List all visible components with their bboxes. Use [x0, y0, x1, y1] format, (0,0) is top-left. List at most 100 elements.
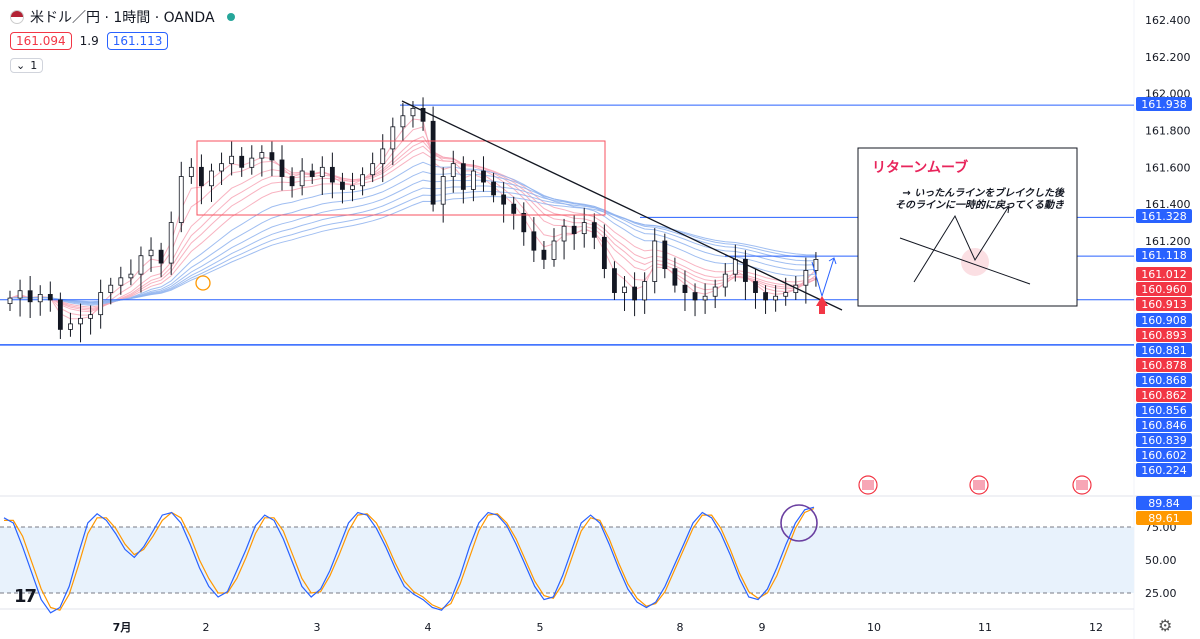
candle-body [27, 290, 33, 303]
price-axis-badge-label: 160.878 [1141, 359, 1187, 372]
price-axis-badge-label: 160.881 [1141, 344, 1187, 357]
stoch-axis-badge [1136, 496, 1192, 510]
stoch-k-line [3, 506, 815, 614]
moving-average-line [9, 145, 817, 310]
candle-body [521, 212, 527, 233]
us-event-icon[interactable] [858, 475, 878, 495]
price-axis-badge-label: 161.118 [1141, 249, 1187, 262]
time-tick-label: 7月 [113, 621, 132, 634]
chevron-down-icon: ⌄ [16, 59, 26, 72]
candle-body [380, 148, 386, 165]
price-tick-label: 161.400 [1145, 198, 1191, 211]
price-axis-badge-label: 161.012 [1141, 268, 1187, 281]
candle-body [430, 120, 436, 205]
candle-body [199, 166, 204, 187]
interval-toggle[interactable]: ⌄ 1 [10, 58, 44, 73]
annotation-zigzag [913, 205, 1010, 283]
price-axis-labels: 161.938 161.328 161.118 161.012 160.960 160.9… [1136, 97, 1192, 525]
candle-body [783, 292, 789, 297]
price-axis-badge [1136, 358, 1192, 372]
moving-average-line [9, 151, 817, 308]
candle-body [229, 155, 235, 165]
price-axis-badge [1136, 97, 1192, 111]
price-axis-badge [1136, 388, 1192, 402]
candle-body [7, 297, 13, 305]
candle-body [642, 281, 648, 301]
price-tick-label: 162.400 [1145, 14, 1191, 27]
moving-average-line [9, 140, 817, 311]
buy-price-button[interactable]: 161.113 [106, 32, 169, 50]
tradingview-logo: 17 [14, 586, 37, 607]
time-tick-label: 10 [867, 621, 881, 634]
stoch-axis-badge-label: 89.84 [1148, 497, 1180, 510]
time-tick-label: 2 [203, 621, 210, 634]
candle-body [743, 259, 748, 282]
stoch-tick-label: 50.00 [1145, 554, 1177, 567]
up-arrow-icon [816, 296, 828, 314]
candle-body [410, 108, 416, 117]
price-tick-label: 161.800 [1145, 125, 1191, 138]
candle-body [702, 295, 708, 301]
candle-body [47, 294, 53, 301]
price-axis-badge-label: 160.839 [1141, 434, 1187, 447]
candle-body [682, 284, 688, 293]
time-tick-label: 4 [425, 621, 432, 634]
candle-body [390, 126, 396, 150]
spread-value: 1.9 [79, 34, 99, 48]
candle-body [158, 249, 164, 264]
price-axis-badge [1136, 209, 1192, 223]
return-move-arrowhead [828, 257, 837, 265]
stoch-axis-badge-label: 89.61 [1148, 512, 1180, 525]
interval-value: 1 [30, 59, 38, 72]
us-event-icon[interactable] [969, 475, 989, 495]
candle-body [712, 286, 718, 297]
candle-body [672, 268, 678, 286]
annotation-line-1: → いったんラインをブレイクした後 [902, 188, 1064, 199]
price-axis-badge-label: 160.846 [1141, 419, 1187, 432]
candle-body [541, 249, 547, 260]
us-event-icon[interactable] [1072, 475, 1092, 495]
gear-icon[interactable]: ⚙ [1158, 616, 1173, 635]
candle-body [57, 299, 63, 330]
candle-body [803, 270, 809, 286]
candle-body [722, 273, 728, 288]
sell-price-button[interactable]: 161.094 [10, 32, 72, 50]
candle-body [773, 295, 779, 301]
candle-body [178, 176, 184, 223]
price-axis-badge-label: 160.960 [1141, 283, 1187, 296]
price-axis-badge-label: 160.856 [1141, 404, 1187, 417]
candle-body [148, 249, 154, 257]
annotation-arrowhead [1002, 205, 1010, 214]
time-tick-label: 8 [677, 621, 684, 634]
annotation-panel [857, 147, 1078, 307]
price-axis-badge-label: 161.938 [1141, 98, 1187, 111]
price-tick-label: 161.200 [1145, 235, 1191, 248]
candle-body [662, 240, 668, 270]
price-axis-badge-label: 160.862 [1141, 389, 1187, 402]
time-tick-label: 3 [314, 621, 321, 634]
symbol-header[interactable]: 米ドル／円 · 1時間 · OANDA [10, 6, 235, 28]
price-axis-badge [1136, 418, 1192, 432]
candle-body [78, 317, 83, 325]
price-axis-badge [1136, 448, 1192, 462]
candle-body [501, 194, 507, 205]
moving-average-line [9, 161, 816, 306]
market-open-dot-icon [226, 13, 235, 21]
candle-body [128, 273, 134, 279]
candle-body [561, 225, 567, 242]
candle-body [481, 170, 486, 183]
candle-body [17, 290, 23, 299]
annotation-diagonal [899, 237, 1031, 285]
candle-body [450, 163, 456, 177]
price-axis-badge [1136, 373, 1192, 387]
candle-body [370, 163, 376, 176]
stoch-band [0, 527, 1134, 593]
annotation-highlight [961, 248, 989, 276]
candle-body [440, 176, 446, 205]
candle-body [168, 222, 174, 264]
candle-body [289, 176, 295, 187]
candle-body [188, 166, 194, 177]
time-axis-ticks: 7月 2 3 4 5 8 9 10 11 12 [113, 621, 1103, 634]
price-axis-badge [1136, 248, 1192, 262]
time-tick-label: 5 [537, 621, 544, 634]
